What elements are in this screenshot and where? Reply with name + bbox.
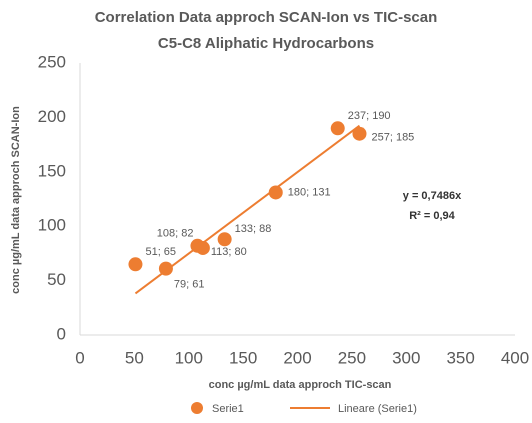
legend-label: Serie1 — [212, 403, 244, 415]
x-tick-label: 300 — [392, 348, 420, 367]
x-tick-label: 0 — [75, 348, 84, 367]
x-axis-label: conc µg/mL data approch TIC-scan — [209, 379, 392, 391]
data-label: 113; 80 — [211, 246, 247, 258]
x-tick-label: 400 — [501, 348, 529, 367]
y-tick-label: 200 — [38, 107, 66, 126]
x-tick-label: 100 — [175, 348, 203, 367]
x-tick-label: 50 — [125, 348, 144, 367]
data-point — [352, 126, 367, 141]
y-axis-label: conc µg/mL data approch SCAN-Ion — [10, 106, 22, 294]
data-label: 237; 190 — [348, 110, 391, 122]
chart-title: Correlation Data approch SCAN-Ion vs TIC… — [95, 9, 438, 26]
data-point — [195, 240, 210, 255]
data-point — [217, 232, 232, 247]
legend-marker — [191, 402, 203, 414]
x-tick-label: 250 — [338, 348, 366, 367]
data-label: 79; 61 — [174, 279, 205, 291]
y-tick-label: 250 — [38, 52, 66, 71]
y-tick-label: 100 — [38, 216, 66, 235]
x-tick-label: 350 — [446, 348, 474, 367]
x-tick-label: 200 — [283, 348, 311, 367]
data-point — [330, 121, 345, 136]
data-label: 180; 131 — [288, 186, 331, 198]
chart-subtitle: C5-C8 Aliphatic Hydrocarbons — [158, 35, 374, 52]
data-label: 133; 88 — [235, 223, 272, 235]
y-tick-label: 50 — [47, 270, 66, 289]
data-label: 51; 65 — [145, 246, 176, 258]
data-label: 257; 185 — [371, 132, 414, 144]
legend-label: Lineare (Serie1) — [338, 403, 417, 415]
equation: y = 0,7486x — [403, 190, 462, 202]
trendline — [134, 124, 361, 295]
data-point — [158, 261, 173, 276]
y-tick-label: 150 — [38, 161, 66, 180]
data-label: 108; 82 — [157, 228, 194, 240]
data-point — [268, 185, 283, 200]
y-tick-label: 0 — [57, 324, 66, 343]
r-squared: R² = 0,94 — [409, 210, 455, 222]
x-tick-label: 150 — [229, 348, 257, 367]
data-point — [128, 257, 143, 272]
